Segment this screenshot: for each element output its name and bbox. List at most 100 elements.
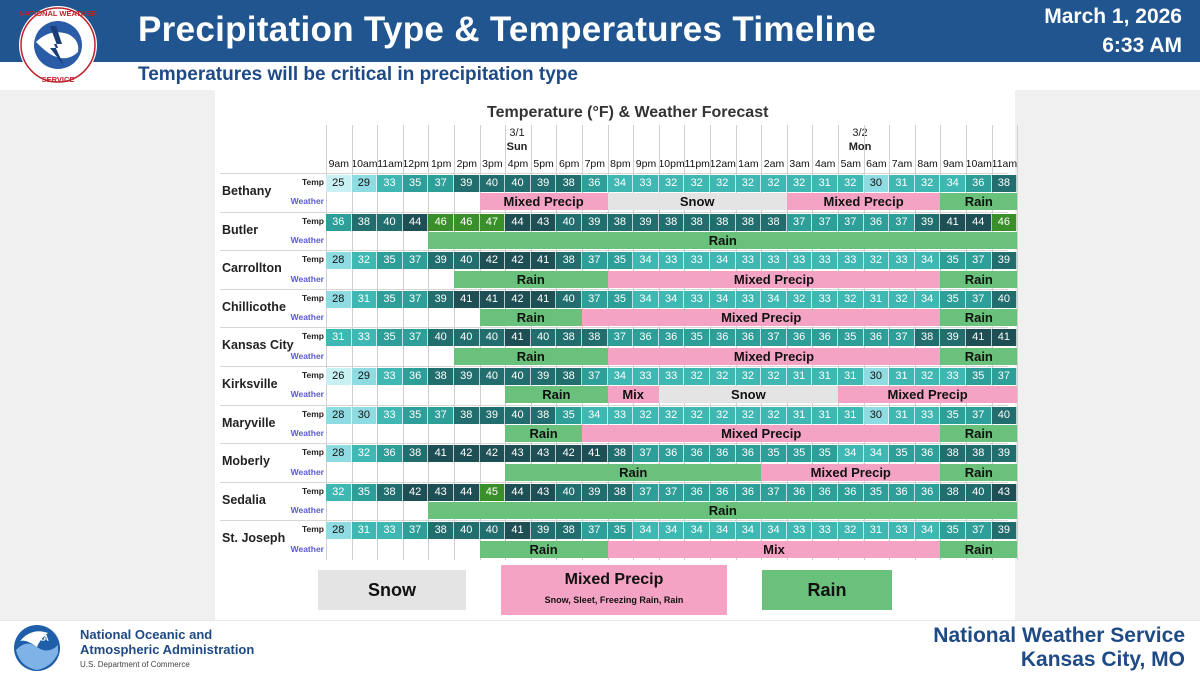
temp-cell: 39 [530,175,557,192]
temp-cell: 40 [454,329,480,347]
temp-row-label: Temp [301,292,324,303]
hour-label: 9am [328,158,350,170]
row-separator [220,481,1008,483]
hour-label: 7pm [584,158,606,170]
temp-cell: 37 [402,329,429,347]
temp-cell: 40 [556,213,582,231]
temp-cell: 35 [761,445,787,463]
row-separator [220,173,1008,174]
weather-segment-snow: Snow [607,193,787,211]
temp-cell: 40 [454,252,480,270]
temp-cell: 37 [402,252,429,270]
temp-cell: 47 [479,213,506,231]
temp-cell: 38 [914,329,941,347]
city-name: Sedalia [222,492,266,507]
city-name: Bethany [222,184,272,198]
temp-cell: 40 [991,406,1018,424]
noaa-logo: NOAA [14,625,60,671]
weather-segment-rain: Rain [454,347,608,365]
temp-cell: 43 [505,445,531,463]
temp-cell: 31 [889,368,915,385]
temp-cell: 41 [530,252,557,270]
temp-cell: 31 [812,175,838,192]
weather-segment-mixed: Mixed Precip [838,386,1018,404]
weather-row-label: Weather [290,427,324,438]
weather-segment-rain: Rain [505,424,582,442]
temp-cell: 28 [326,522,352,540]
temp-row-label: Temp [301,215,324,226]
office-name: National Weather Service [933,624,1185,647]
city-name: Moberly [222,454,270,469]
issue-date: March 1, 2026 [1044,5,1182,28]
temp-cell: 38 [556,368,582,385]
weather-segment-mixed: Mixed Precip [607,347,941,365]
temp-cell: 32 [633,406,659,424]
temp-cell: 31 [786,406,813,424]
temp-cell: 32 [684,175,710,192]
hour-label: 11am [377,158,403,170]
day2-date: 3/2 [852,127,868,139]
temp-cell: 31 [889,175,915,192]
temp-cell: 40 [479,175,506,192]
hour-label: 5am [840,158,862,170]
temp-cell: 32 [658,175,685,192]
temp-cell: 41 [428,445,454,463]
temp-cell: 32 [761,175,787,192]
temp-cell: 39 [991,445,1018,463]
temp-cell: 33 [607,406,634,424]
temp-cell: 34 [633,252,659,270]
temp-cell: 42 [479,252,506,270]
temp-cell: 35 [351,483,378,501]
temp-cell: 32 [889,290,915,308]
temp-row-label: Temp [301,331,324,342]
header: NATIONAL WEATHER SERVICE Precipitation T… [0,0,1200,88]
weather-segment-mixed: Mixed Precip [582,309,941,327]
temp-row-label: Temp [301,370,324,380]
temp-cell: 44 [505,213,531,231]
temp-cell: 36 [914,445,941,463]
temp-cell: 36 [710,445,736,463]
weather-segment-rain: Rain [940,270,1018,288]
temp-cell: 37 [658,483,685,501]
temp-cell: 34 [684,522,710,540]
temp-cell: 36 [786,483,813,501]
temp-cell: 40 [428,329,454,347]
temp-cell: 34 [633,522,659,540]
hour-label: 8am [917,158,938,170]
city-name: Maryville [222,415,276,430]
weather-segment-rain: Rain [940,540,1018,558]
temp-cell: 40 [479,368,506,385]
hour-label: 6am [866,158,887,170]
temp-cell: 35 [966,368,992,385]
temp-cell: 35 [940,522,966,540]
temp-cell: 40 [505,368,531,385]
temp-cell: 35 [377,329,403,347]
temp-cell: 34 [761,522,787,540]
temp-cell: 42 [505,290,531,308]
weather-segment-rain: Rain [505,386,608,404]
temp-cell: 33 [812,290,838,308]
temp-cell: 36 [863,213,890,231]
temp-cell: 33 [377,522,403,540]
temp-cell: 37 [761,483,787,501]
temp-cell: 38 [530,406,557,424]
temp-cell: 40 [556,483,582,501]
temp-cell: 32 [863,252,890,270]
temp-cell: 31 [838,368,864,385]
temp-cell: 32 [786,175,813,192]
temp-cell: 37 [607,329,634,347]
temp-cell: 36 [735,329,762,347]
temp-cell: 34 [940,175,966,192]
temp-cell: 32 [710,368,736,385]
right-margin-band [1015,90,1200,620]
temp-cell: 35 [940,406,966,424]
temp-cell: 29 [351,368,378,385]
legend-snow: Snow [318,570,466,610]
temp-cell: 36 [326,213,352,231]
temp-cell: 40 [991,290,1018,308]
temp-cell: 41 [966,329,992,347]
temp-cell: 34 [710,290,736,308]
temp-cell: 39 [454,175,480,192]
temp-cell: 37 [786,213,813,231]
hour-label: 10pm [658,158,685,170]
